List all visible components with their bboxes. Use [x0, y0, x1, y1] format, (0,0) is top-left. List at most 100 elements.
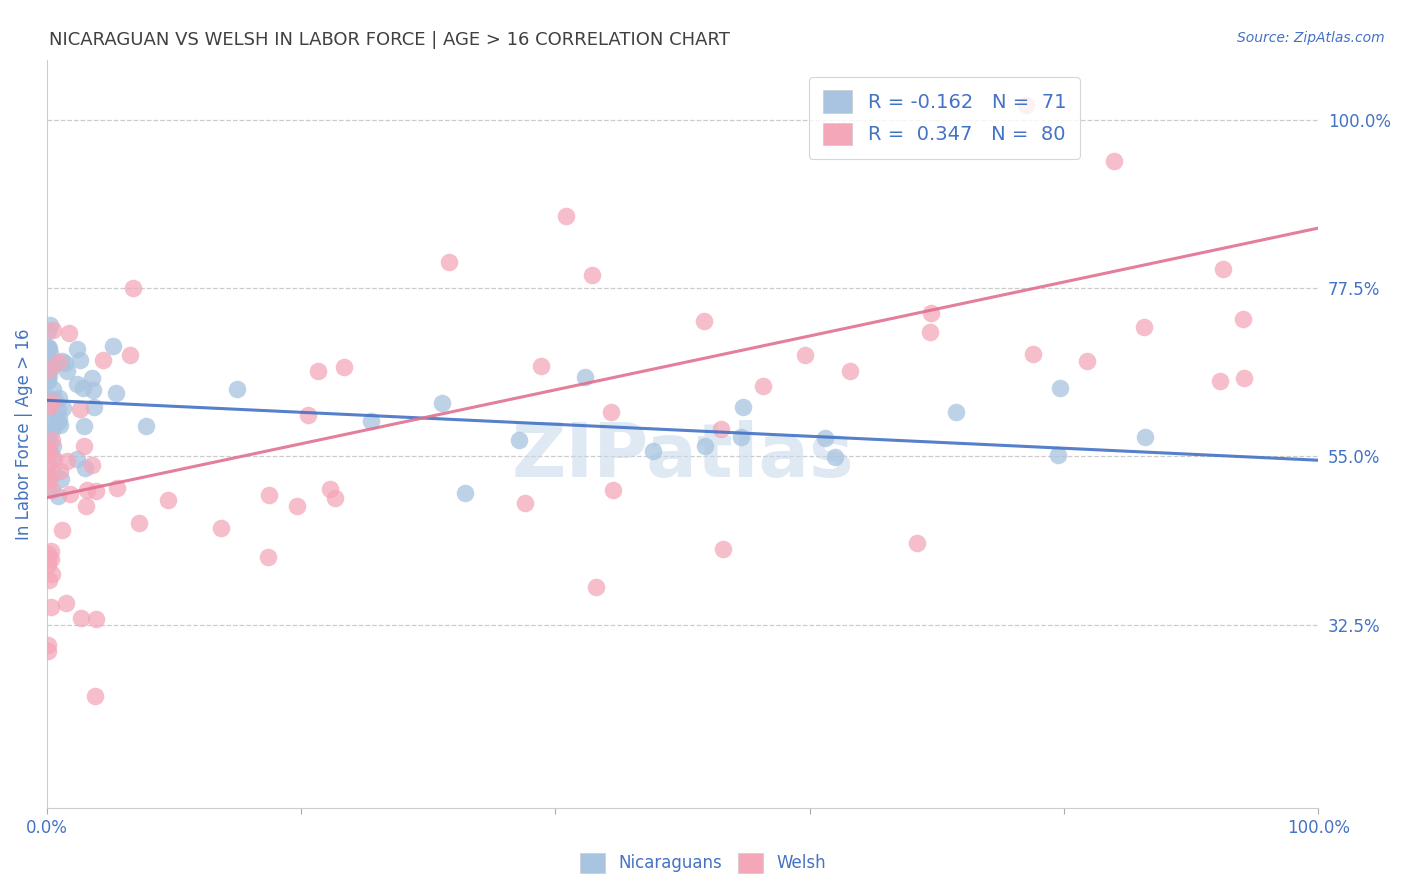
Point	[39, 399, 62, 413]
Point	[437, 255, 460, 269]
Point	[37, 638, 59, 652]
Point	[814, 431, 837, 445]
Point	[59, 487, 82, 501]
Point	[454, 486, 477, 500]
Point	[103, 339, 125, 353]
Point	[513, 496, 536, 510]
Point	[44, 392, 66, 407]
Legend: R = -0.162   N =  71, R =  0.347   N =  80: R = -0.162 N = 71, R = 0.347 N = 80	[810, 77, 1080, 159]
Point	[602, 483, 624, 498]
Point	[360, 414, 382, 428]
Point	[122, 281, 145, 295]
Point	[69, 402, 91, 417]
Point	[48, 403, 70, 417]
Point	[257, 488, 280, 502]
Point	[65, 376, 87, 391]
Point	[1133, 320, 1156, 334]
Text: NICARAGUAN VS WELSH IN LABOR FORCE | AGE > 16 CORRELATION CHART: NICARAGUAN VS WELSH IN LABOR FORCE | AGE…	[49, 31, 730, 49]
Point	[1212, 262, 1234, 277]
Point	[93, 352, 115, 367]
Point	[37, 324, 59, 338]
Point	[794, 348, 817, 362]
Point	[37, 468, 59, 483]
Point	[945, 405, 967, 419]
Point	[42, 439, 65, 453]
Point	[42, 452, 65, 467]
Point	[37, 401, 59, 415]
Point	[41, 449, 63, 463]
Point	[733, 400, 755, 414]
Point	[84, 483, 107, 498]
Point	[37, 457, 59, 471]
Point	[38, 368, 60, 382]
Point	[104, 386, 127, 401]
Point	[920, 326, 942, 340]
Point	[73, 460, 96, 475]
Point	[41, 566, 63, 581]
Point	[72, 381, 94, 395]
Point	[44, 357, 66, 371]
Point	[51, 354, 73, 368]
Point	[75, 499, 97, 513]
Point	[37, 391, 59, 405]
Point	[39, 318, 62, 332]
Point	[581, 268, 603, 282]
Point	[37, 363, 59, 377]
Point	[38, 444, 60, 458]
Point	[82, 458, 104, 472]
Point	[56, 454, 79, 468]
Point	[307, 364, 329, 378]
Point	[1102, 153, 1125, 168]
Point	[319, 482, 342, 496]
Point	[1209, 374, 1232, 388]
Point	[226, 382, 249, 396]
Point	[135, 418, 157, 433]
Point	[38, 442, 60, 456]
Point	[37, 373, 59, 387]
Point	[530, 359, 553, 373]
Point	[1133, 429, 1156, 443]
Legend: Nicaraguans, Welsh: Nicaraguans, Welsh	[574, 847, 832, 880]
Point	[585, 580, 607, 594]
Point	[84, 612, 107, 626]
Point	[600, 405, 623, 419]
Point	[38, 573, 60, 587]
Point	[41, 359, 63, 374]
Point	[37, 357, 59, 371]
Point	[37, 374, 59, 388]
Point	[37, 393, 59, 408]
Point	[82, 383, 104, 397]
Y-axis label: In Labor Force | Age > 16: In Labor Force | Age > 16	[15, 328, 32, 540]
Point	[69, 610, 91, 624]
Point	[1022, 347, 1045, 361]
Point	[710, 422, 733, 436]
Point	[83, 400, 105, 414]
Point	[38, 346, 60, 360]
Point	[430, 395, 453, 409]
Point	[37, 392, 59, 407]
Point	[824, 450, 846, 464]
Point	[1233, 371, 1256, 385]
Point	[37, 470, 59, 484]
Point	[839, 364, 862, 378]
Point	[38, 341, 60, 355]
Point	[555, 209, 578, 223]
Point	[55, 364, 77, 378]
Point	[66, 452, 89, 467]
Point	[711, 541, 734, 556]
Point	[58, 326, 80, 340]
Point	[920, 306, 942, 320]
Point	[37, 363, 59, 377]
Point	[118, 347, 141, 361]
Point	[128, 516, 150, 531]
Point	[752, 378, 775, 392]
Point	[1046, 448, 1069, 462]
Text: Source: ZipAtlas.com: Source: ZipAtlas.com	[1237, 31, 1385, 45]
Point	[42, 467, 65, 481]
Point	[105, 481, 128, 495]
Point	[1015, 97, 1038, 112]
Point	[80, 370, 103, 384]
Point	[1049, 381, 1071, 395]
Point	[41, 433, 63, 447]
Point	[37, 547, 59, 561]
